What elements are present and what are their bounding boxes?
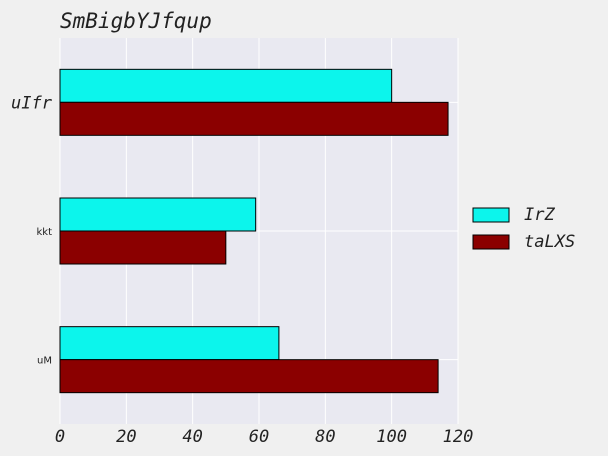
- x-tick-label: 100: [376, 427, 407, 447]
- bar-taLXS-uM: [59, 359, 439, 394]
- bar-IrZ-uM: [59, 326, 280, 361]
- x-tick-label: 0: [55, 427, 65, 447]
- bar-IrZ-kkt: [59, 197, 257, 232]
- legend-swatch: [472, 234, 510, 250]
- bar-layer: [59, 68, 449, 394]
- x-tick-labels: 0 20 40 60 80 100 120: [55, 427, 473, 447]
- y-tick-labels: uIfr kkt uM: [11, 93, 53, 366]
- bar-taLXS-kkt: [59, 230, 227, 265]
- legend-label: IrZ: [524, 205, 555, 225]
- y-tick-label: kkt: [36, 227, 52, 238]
- x-tick-label: 80: [315, 427, 335, 447]
- bar-IrZ-uIfr: [59, 68, 393, 103]
- x-tick-label: 60: [249, 427, 269, 447]
- bar-taLXS-uIfr: [59, 101, 449, 136]
- y-tick-label: uM: [37, 356, 52, 367]
- legend-swatch: [472, 207, 510, 223]
- x-tick-label: 120: [443, 427, 474, 447]
- legend: IrZ taLXS: [472, 205, 575, 252]
- x-tick-label: 20: [116, 427, 136, 447]
- chart-title: SmBigbYJfqup: [60, 9, 212, 33]
- x-tick-label: 40: [182, 427, 202, 447]
- legend-label: taLXS: [524, 232, 575, 252]
- y-tick-label: uIfr: [11, 93, 53, 113]
